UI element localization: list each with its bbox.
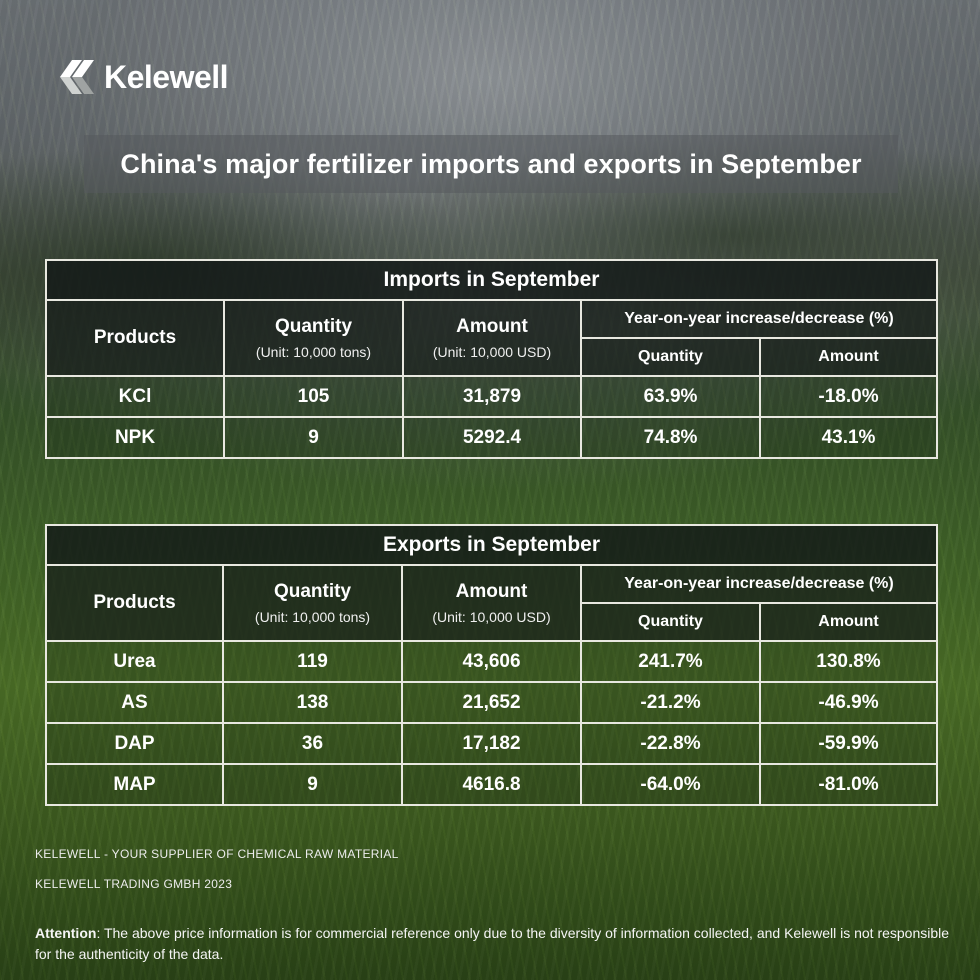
exports-header-yoy-amount: Amount bbox=[759, 602, 938, 642]
footer-tagline: KELEWELL - YOUR SUPPLIER OF CHEMICAL RAW… bbox=[35, 847, 399, 861]
cell-amount: 5292.4 bbox=[402, 416, 582, 459]
cell-amount: 31,879 bbox=[402, 375, 582, 418]
imports-table: Imports in September Products Quantity (… bbox=[45, 259, 938, 459]
attention-text: : The above price information is for com… bbox=[35, 925, 950, 962]
header-unit: (Unit: 10,000 tons) bbox=[255, 344, 372, 360]
cell-yoy-quantity: 74.8% bbox=[580, 416, 761, 459]
exports-header-amount: Amount (Unit: 10,000 USD) bbox=[401, 564, 582, 642]
imports-header-yoy-amount: Amount bbox=[759, 337, 938, 377]
header-label: Quantity bbox=[273, 581, 352, 602]
cell-product: AS bbox=[45, 681, 224, 724]
cell-product: DAP bbox=[45, 722, 224, 765]
table-row: NPK 9 5292.4 74.8% 43.1% bbox=[45, 416, 938, 459]
cell-amount: 43,606 bbox=[401, 640, 582, 683]
imports-header-products: Products bbox=[45, 299, 225, 377]
imports-header-yoy-quantity: Quantity bbox=[580, 337, 761, 377]
header-label: Products bbox=[93, 592, 176, 613]
cell-yoy-amount: -18.0% bbox=[759, 375, 938, 418]
cell-yoy-quantity: -64.0% bbox=[580, 763, 761, 806]
cell-quantity: 105 bbox=[223, 375, 404, 418]
imports-caption: Imports in September bbox=[45, 259, 938, 301]
cell-quantity: 36 bbox=[222, 722, 403, 765]
imports-header-amount: Amount (Unit: 10,000 USD) bbox=[402, 299, 582, 377]
exports-header-yoy: Year-on-year increase/decrease (%) bbox=[580, 564, 938, 604]
title-banner: China's major fertilizer imports and exp… bbox=[84, 135, 898, 193]
cell-product: Urea bbox=[45, 640, 224, 683]
table-row: DAP 36 17,182 -22.8% -59.9% bbox=[45, 722, 938, 765]
page-title: China's major fertilizer imports and exp… bbox=[120, 148, 862, 179]
attention-disclaimer: Attention: The above price information i… bbox=[35, 923, 950, 965]
attention-label: Attention bbox=[35, 925, 97, 941]
header-unit: (Unit: 10,000 tons) bbox=[254, 609, 371, 625]
cell-product: MAP bbox=[45, 763, 224, 806]
cell-quantity: 138 bbox=[222, 681, 403, 724]
cell-quantity: 9 bbox=[222, 763, 403, 806]
cell-amount: 4616.8 bbox=[401, 763, 582, 806]
cell-amount: 21,652 bbox=[401, 681, 582, 724]
kelewell-chevron-logo-icon bbox=[60, 60, 94, 94]
cell-yoy-amount: 43.1% bbox=[759, 416, 938, 459]
header-unit: (Unit: 10,000 USD) bbox=[432, 344, 552, 360]
cell-yoy-quantity: 63.9% bbox=[580, 375, 761, 418]
imports-header-yoy: Year-on-year increase/decrease (%) bbox=[580, 299, 938, 339]
table-row: MAP 9 4616.8 -64.0% -81.0% bbox=[45, 763, 938, 806]
header-label: Products bbox=[93, 327, 177, 348]
imports-header-quantity: Quantity (Unit: 10,000 tons) bbox=[223, 299, 404, 377]
cell-product: KCl bbox=[45, 375, 225, 418]
exports-header-quantity: Quantity (Unit: 10,000 tons) bbox=[222, 564, 403, 642]
header-label: Amount bbox=[455, 581, 528, 602]
cell-yoy-amount: -46.9% bbox=[759, 681, 938, 724]
footer-company: KELEWELL TRADING GMBH 2023 bbox=[35, 877, 233, 891]
header-unit: (Unit: 10,000 USD) bbox=[432, 609, 551, 625]
cell-product: NPK bbox=[45, 416, 225, 459]
cell-quantity: 9 bbox=[223, 416, 404, 459]
brand-logo: Kelewell bbox=[58, 58, 229, 96]
cell-yoy-quantity: -22.8% bbox=[580, 722, 761, 765]
cell-amount: 17,182 bbox=[401, 722, 582, 765]
header-label: Amount bbox=[456, 316, 528, 337]
cell-quantity: 119 bbox=[222, 640, 403, 683]
table-row: Urea 119 43,606 241.7% 130.8% bbox=[45, 640, 938, 683]
exports-header-yoy-quantity: Quantity bbox=[580, 602, 761, 642]
cell-yoy-quantity: -21.2% bbox=[580, 681, 761, 724]
cell-yoy-amount: 130.8% bbox=[759, 640, 938, 683]
exports-caption: Exports in September bbox=[45, 524, 938, 566]
cell-yoy-amount: -81.0% bbox=[759, 763, 938, 806]
table-row: KCl 105 31,879 63.9% -18.0% bbox=[45, 375, 938, 418]
exports-header-products: Products bbox=[45, 564, 224, 642]
brand-name: Kelewell bbox=[104, 58, 229, 95]
header-label: Quantity bbox=[274, 316, 353, 337]
exports-table: Exports in September Products Quantity (… bbox=[45, 524, 938, 806]
table-row: AS 138 21,652 -21.2% -46.9% bbox=[45, 681, 938, 724]
cell-yoy-amount: -59.9% bbox=[759, 722, 938, 765]
cell-yoy-quantity: 241.7% bbox=[580, 640, 761, 683]
